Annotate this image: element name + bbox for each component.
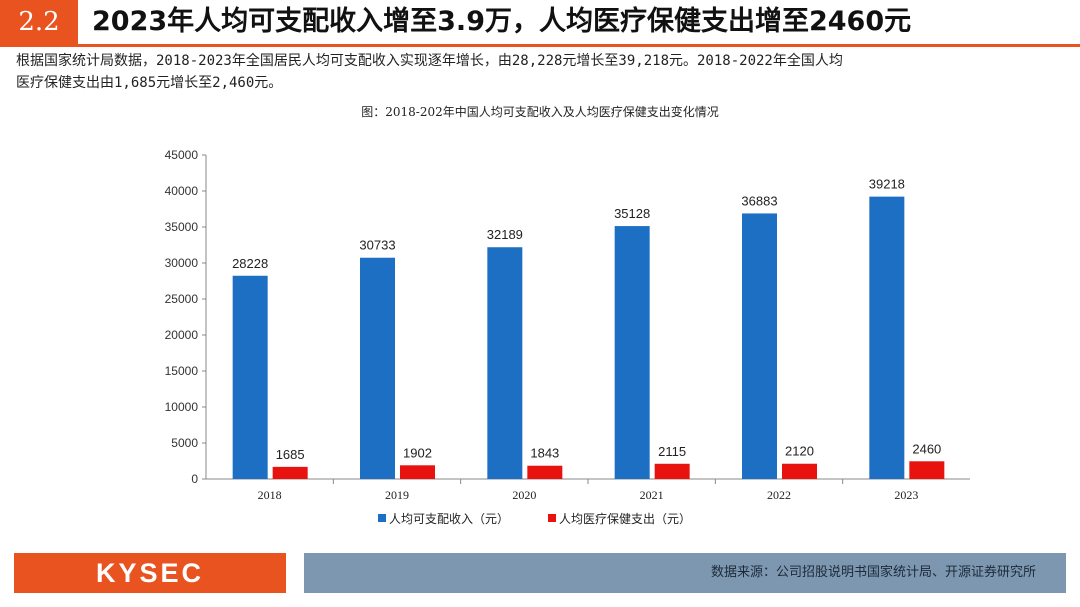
y-tick-label: 25000 — [165, 292, 199, 306]
header: 2.2 2023年人均可支配收入增至3.9万，人均医疗保健支出增至2460元 — [0, 0, 1080, 47]
y-tick-label: 5000 — [171, 436, 198, 450]
data-source: 数据来源：公司招股说明书国家统计局、开源证券研究所 — [710, 565, 1036, 580]
legend-swatch-income — [378, 514, 386, 522]
legend-label-medical: 人均医疗保健支出（元） — [559, 512, 691, 526]
y-tick-label: 20000 — [165, 328, 199, 342]
chart-title: 图：2018-202年中国人均可支配收入及人均医疗保健支出变化情况 — [361, 105, 719, 119]
x-tick-label: 2019 — [385, 488, 409, 502]
medical-expense-bar — [527, 465, 563, 479]
income-data-label: 28228 — [232, 256, 268, 271]
medical-data-label: 1843 — [530, 446, 559, 461]
y-tick-label: 15000 — [165, 364, 199, 378]
legend-swatch-medical — [548, 514, 556, 522]
medical-data-label: 2115 — [658, 444, 686, 459]
medical-data-label: 2120 — [785, 444, 814, 459]
income-data-label: 32189 — [487, 227, 523, 242]
medical-expense-bar — [782, 463, 817, 479]
section-number: 2.2 — [0, 0, 78, 44]
y-tick-label: 0 — [191, 472, 198, 486]
intro-line-1: 根据国家统计局数据，2018-2023年全国居民人均可支配收入实现逐年增长，由2… — [16, 53, 843, 69]
income-bar — [614, 226, 650, 479]
medical-expense-bar — [654, 463, 690, 479]
bar-chart: 0 5000 10000 15000 20000 25000 30000 35000 40000… — [165, 148, 970, 526]
medical-data-label: 1685 — [276, 447, 305, 462]
source-bar: 数据来源：公司招股说明书国家统计局、开源证券研究所 — [304, 553, 1066, 593]
medical-expense-bar — [909, 461, 945, 479]
income-data-label: 30733 — [359, 238, 395, 253]
income-data-label: 36883 — [741, 193, 777, 208]
income-bar — [232, 275, 268, 479]
income-bar — [487, 247, 523, 479]
medical-expense-bar — [400, 465, 435, 479]
income-data-label: 35128 — [614, 206, 650, 221]
header-rule — [0, 44, 1080, 47]
x-tick-label: 2022 — [767, 488, 791, 502]
medical-data-label: 2460 — [912, 441, 941, 456]
intro-line-2: 医疗保健支出由1,685元增长至2,460元。 — [16, 75, 283, 91]
x-tick-label: 2020 — [512, 488, 536, 502]
income-bar — [360, 257, 395, 479]
x-tick-label: 2023 — [894, 488, 918, 502]
y-tick-label: 40000 — [165, 184, 199, 198]
x-tick-label: 2021 — [640, 488, 664, 502]
y-tick-label: 45000 — [165, 148, 199, 162]
kysec-logo: KYSEC — [14, 553, 286, 593]
y-tick-label: 30000 — [165, 256, 199, 270]
income-bar — [869, 196, 905, 479]
y-tick-label: 10000 — [165, 400, 199, 414]
intro-text: 根据国家统计局数据，2018-2023年全国居民人均可支配收入实现逐年增长，由2… — [16, 50, 1066, 94]
income-bar — [742, 213, 777, 480]
footer: KYSEC 数据来源：公司招股说明书国家统计局、开源证券研究所 — [0, 553, 1080, 593]
x-tick-label: 2018 — [258, 488, 282, 502]
page-title: 2023年人均可支配收入增至3.9万，人均医疗保健支出增至2460元 — [92, 6, 912, 37]
medical-data-label: 1902 — [403, 445, 432, 460]
income-data-label: 39218 — [869, 177, 905, 192]
legend-label-income: 人均可支配收入（元） — [389, 512, 509, 526]
medical-expense-bar — [272, 466, 308, 479]
y-tick-label: 35000 — [165, 220, 199, 234]
